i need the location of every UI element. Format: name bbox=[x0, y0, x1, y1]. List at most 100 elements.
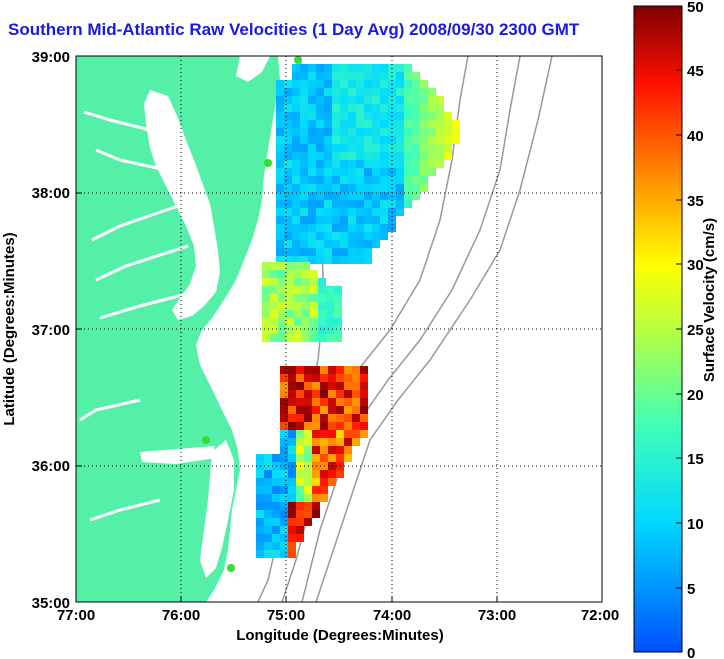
velocity-cell bbox=[348, 240, 356, 248]
velocity-cell bbox=[348, 192, 356, 200]
y-axis-label: Latitude (Degrees:Minutes) bbox=[1, 232, 18, 425]
velocity-cell bbox=[356, 184, 364, 192]
velocity-cell bbox=[264, 542, 272, 550]
velocity-cell bbox=[324, 64, 332, 72]
velocity-cell bbox=[396, 152, 404, 160]
velocity-cell bbox=[396, 72, 404, 80]
velocity-cell bbox=[264, 510, 272, 518]
velocity-cell bbox=[308, 96, 316, 104]
velocity-cell bbox=[380, 152, 388, 160]
velocity-cell bbox=[296, 382, 304, 390]
velocity-cell bbox=[352, 414, 360, 422]
velocity-cell bbox=[296, 486, 304, 494]
velocity-cell bbox=[332, 200, 340, 208]
velocity-cell bbox=[286, 294, 294, 302]
velocity-cell bbox=[332, 72, 340, 80]
velocity-cell bbox=[324, 224, 332, 232]
velocity-cell bbox=[318, 278, 326, 286]
velocity-cell bbox=[300, 104, 308, 112]
velocity-cell bbox=[300, 184, 308, 192]
velocity-cell bbox=[360, 366, 368, 374]
velocity-cell bbox=[286, 262, 294, 270]
velocity-cell bbox=[380, 72, 388, 80]
velocity-cell bbox=[310, 302, 318, 310]
velocity-cell bbox=[356, 224, 364, 232]
velocity-cell bbox=[300, 152, 308, 160]
velocity-cell bbox=[328, 438, 336, 446]
velocity-cell bbox=[296, 422, 304, 430]
velocity-cell bbox=[308, 64, 316, 72]
velocity-cell bbox=[308, 80, 316, 88]
velocity-cell bbox=[316, 208, 324, 216]
velocity-cell bbox=[380, 184, 388, 192]
velocity-cell bbox=[304, 494, 312, 502]
velocity-cell bbox=[316, 160, 324, 168]
chesapeake-bay bbox=[144, 90, 220, 320]
x-tick-label: 76:00 bbox=[162, 607, 200, 624]
velocity-cell bbox=[312, 486, 320, 494]
velocity-cell bbox=[344, 414, 352, 422]
velocity-cell bbox=[256, 526, 264, 534]
velocity-cell bbox=[288, 478, 296, 486]
velocity-cell bbox=[396, 192, 404, 200]
velocity-cell bbox=[292, 256, 300, 264]
velocity-cell bbox=[320, 446, 328, 454]
velocity-cell bbox=[294, 326, 302, 334]
velocity-cell bbox=[380, 104, 388, 112]
velocity-cell bbox=[270, 294, 278, 302]
velocity-cell bbox=[294, 270, 302, 278]
velocity-cell bbox=[320, 470, 328, 478]
velocity-cell bbox=[324, 192, 332, 200]
velocity-cell bbox=[284, 232, 292, 240]
velocity-cell bbox=[304, 430, 312, 438]
velocity-cell bbox=[300, 120, 308, 128]
velocity-cell bbox=[436, 136, 444, 144]
velocity-cell bbox=[344, 398, 352, 406]
velocity-cell bbox=[308, 216, 316, 224]
velocity-cell bbox=[436, 144, 444, 152]
velocity-cell bbox=[364, 72, 372, 80]
velocity-cell bbox=[412, 104, 420, 112]
velocity-cell bbox=[334, 334, 342, 342]
x-tick-label: 72:00 bbox=[581, 607, 619, 624]
velocity-cell bbox=[280, 534, 288, 542]
velocity-cell bbox=[310, 270, 318, 278]
velocity-cell bbox=[308, 240, 316, 248]
velocity-cell bbox=[436, 160, 444, 168]
velocity-cell bbox=[272, 510, 280, 518]
velocity-cell bbox=[276, 192, 284, 200]
velocity-cell bbox=[288, 510, 296, 518]
velocity-cell bbox=[312, 430, 320, 438]
velocity-cell bbox=[420, 120, 428, 128]
colorbar-tick-label: 50 bbox=[687, 0, 704, 16]
velocity-cell bbox=[320, 374, 328, 382]
velocity-cell bbox=[308, 184, 316, 192]
velocity-cell bbox=[356, 88, 364, 96]
velocity-cell bbox=[262, 326, 270, 334]
velocity-cell bbox=[272, 470, 280, 478]
velocity-cell bbox=[356, 176, 364, 184]
velocity-cell bbox=[276, 184, 284, 192]
x-tick-label: 73:00 bbox=[478, 607, 516, 624]
velocity-cell bbox=[380, 80, 388, 88]
river-lines bbox=[79, 110, 195, 522]
velocity-cell bbox=[316, 168, 324, 176]
velocity-cell bbox=[316, 72, 324, 80]
velocity-cell bbox=[328, 382, 336, 390]
velocity-cell bbox=[324, 152, 332, 160]
chart-title: Southern Mid-Atlantic Raw Velocities (1 … bbox=[8, 20, 580, 39]
velocity-cell bbox=[336, 470, 344, 478]
velocity-cell bbox=[300, 192, 308, 200]
velocity-cell bbox=[356, 216, 364, 224]
velocity-cell bbox=[436, 128, 444, 136]
velocity-cell bbox=[316, 176, 324, 184]
velocity-cell bbox=[396, 144, 404, 152]
velocity-cell bbox=[276, 232, 284, 240]
velocity-cell bbox=[308, 88, 316, 96]
velocity-cell bbox=[428, 112, 436, 120]
velocity-cell bbox=[288, 470, 296, 478]
velocity-cell bbox=[348, 104, 356, 112]
velocity-cell bbox=[364, 120, 372, 128]
velocity-cell bbox=[412, 192, 420, 200]
velocity-cell bbox=[288, 398, 296, 406]
